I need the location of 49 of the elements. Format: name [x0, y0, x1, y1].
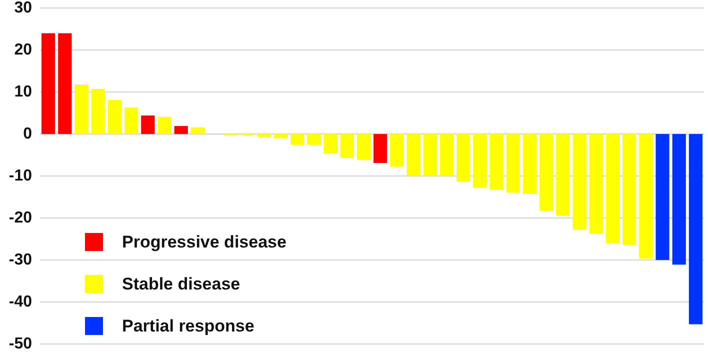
- bar: [174, 126, 188, 134]
- y-tick-label: 10: [14, 84, 32, 100]
- bar: [606, 134, 620, 244]
- y-tick-label: 0: [23, 126, 32, 142]
- bar: [91, 89, 105, 134]
- y-tick-label: -30: [8, 252, 32, 268]
- bar: [158, 116, 172, 134]
- y-tick-label: -20: [8, 210, 32, 226]
- bar: [456, 134, 470, 182]
- bar: [324, 134, 338, 154]
- bar: [490, 134, 504, 190]
- bar: [41, 33, 56, 134]
- bar: [556, 134, 570, 216]
- bar: [108, 100, 122, 134]
- y-tick-label: 20: [14, 42, 32, 58]
- bar: [190, 127, 205, 134]
- legend-label: Stable disease: [122, 274, 240, 294]
- bar: [572, 134, 586, 230]
- bar: [672, 134, 686, 265]
- bar: [539, 134, 554, 210]
- bar: [622, 134, 636, 245]
- bar: [440, 134, 454, 176]
- bar: [74, 84, 88, 134]
- bar: [290, 134, 304, 144]
- bar: [373, 134, 388, 163]
- y-tick-label: 30: [14, 0, 32, 16]
- bar: [639, 134, 653, 258]
- bar: [656, 134, 670, 260]
- y-tick-label: -40: [8, 294, 32, 310]
- bar: [141, 116, 155, 134]
- bar: [423, 134, 437, 176]
- bar: [307, 134, 321, 144]
- bar: [340, 134, 354, 158]
- bar: [58, 33, 72, 134]
- bar: [257, 134, 271, 137]
- legend-label: Partial response: [122, 316, 254, 336]
- bar: [473, 134, 487, 188]
- bar: [589, 134, 603, 234]
- bar: [688, 134, 703, 324]
- y-tick-label: -10: [8, 168, 32, 184]
- bar: [506, 134, 520, 192]
- bar: [356, 134, 371, 160]
- bar: [522, 134, 537, 194]
- bar: [124, 108, 138, 134]
- y-tick-label: -50: [8, 336, 32, 352]
- bar: [406, 134, 420, 176]
- legend-label: Progressive disease: [122, 232, 286, 252]
- bar: [390, 134, 404, 166]
- bar: [274, 134, 288, 138]
